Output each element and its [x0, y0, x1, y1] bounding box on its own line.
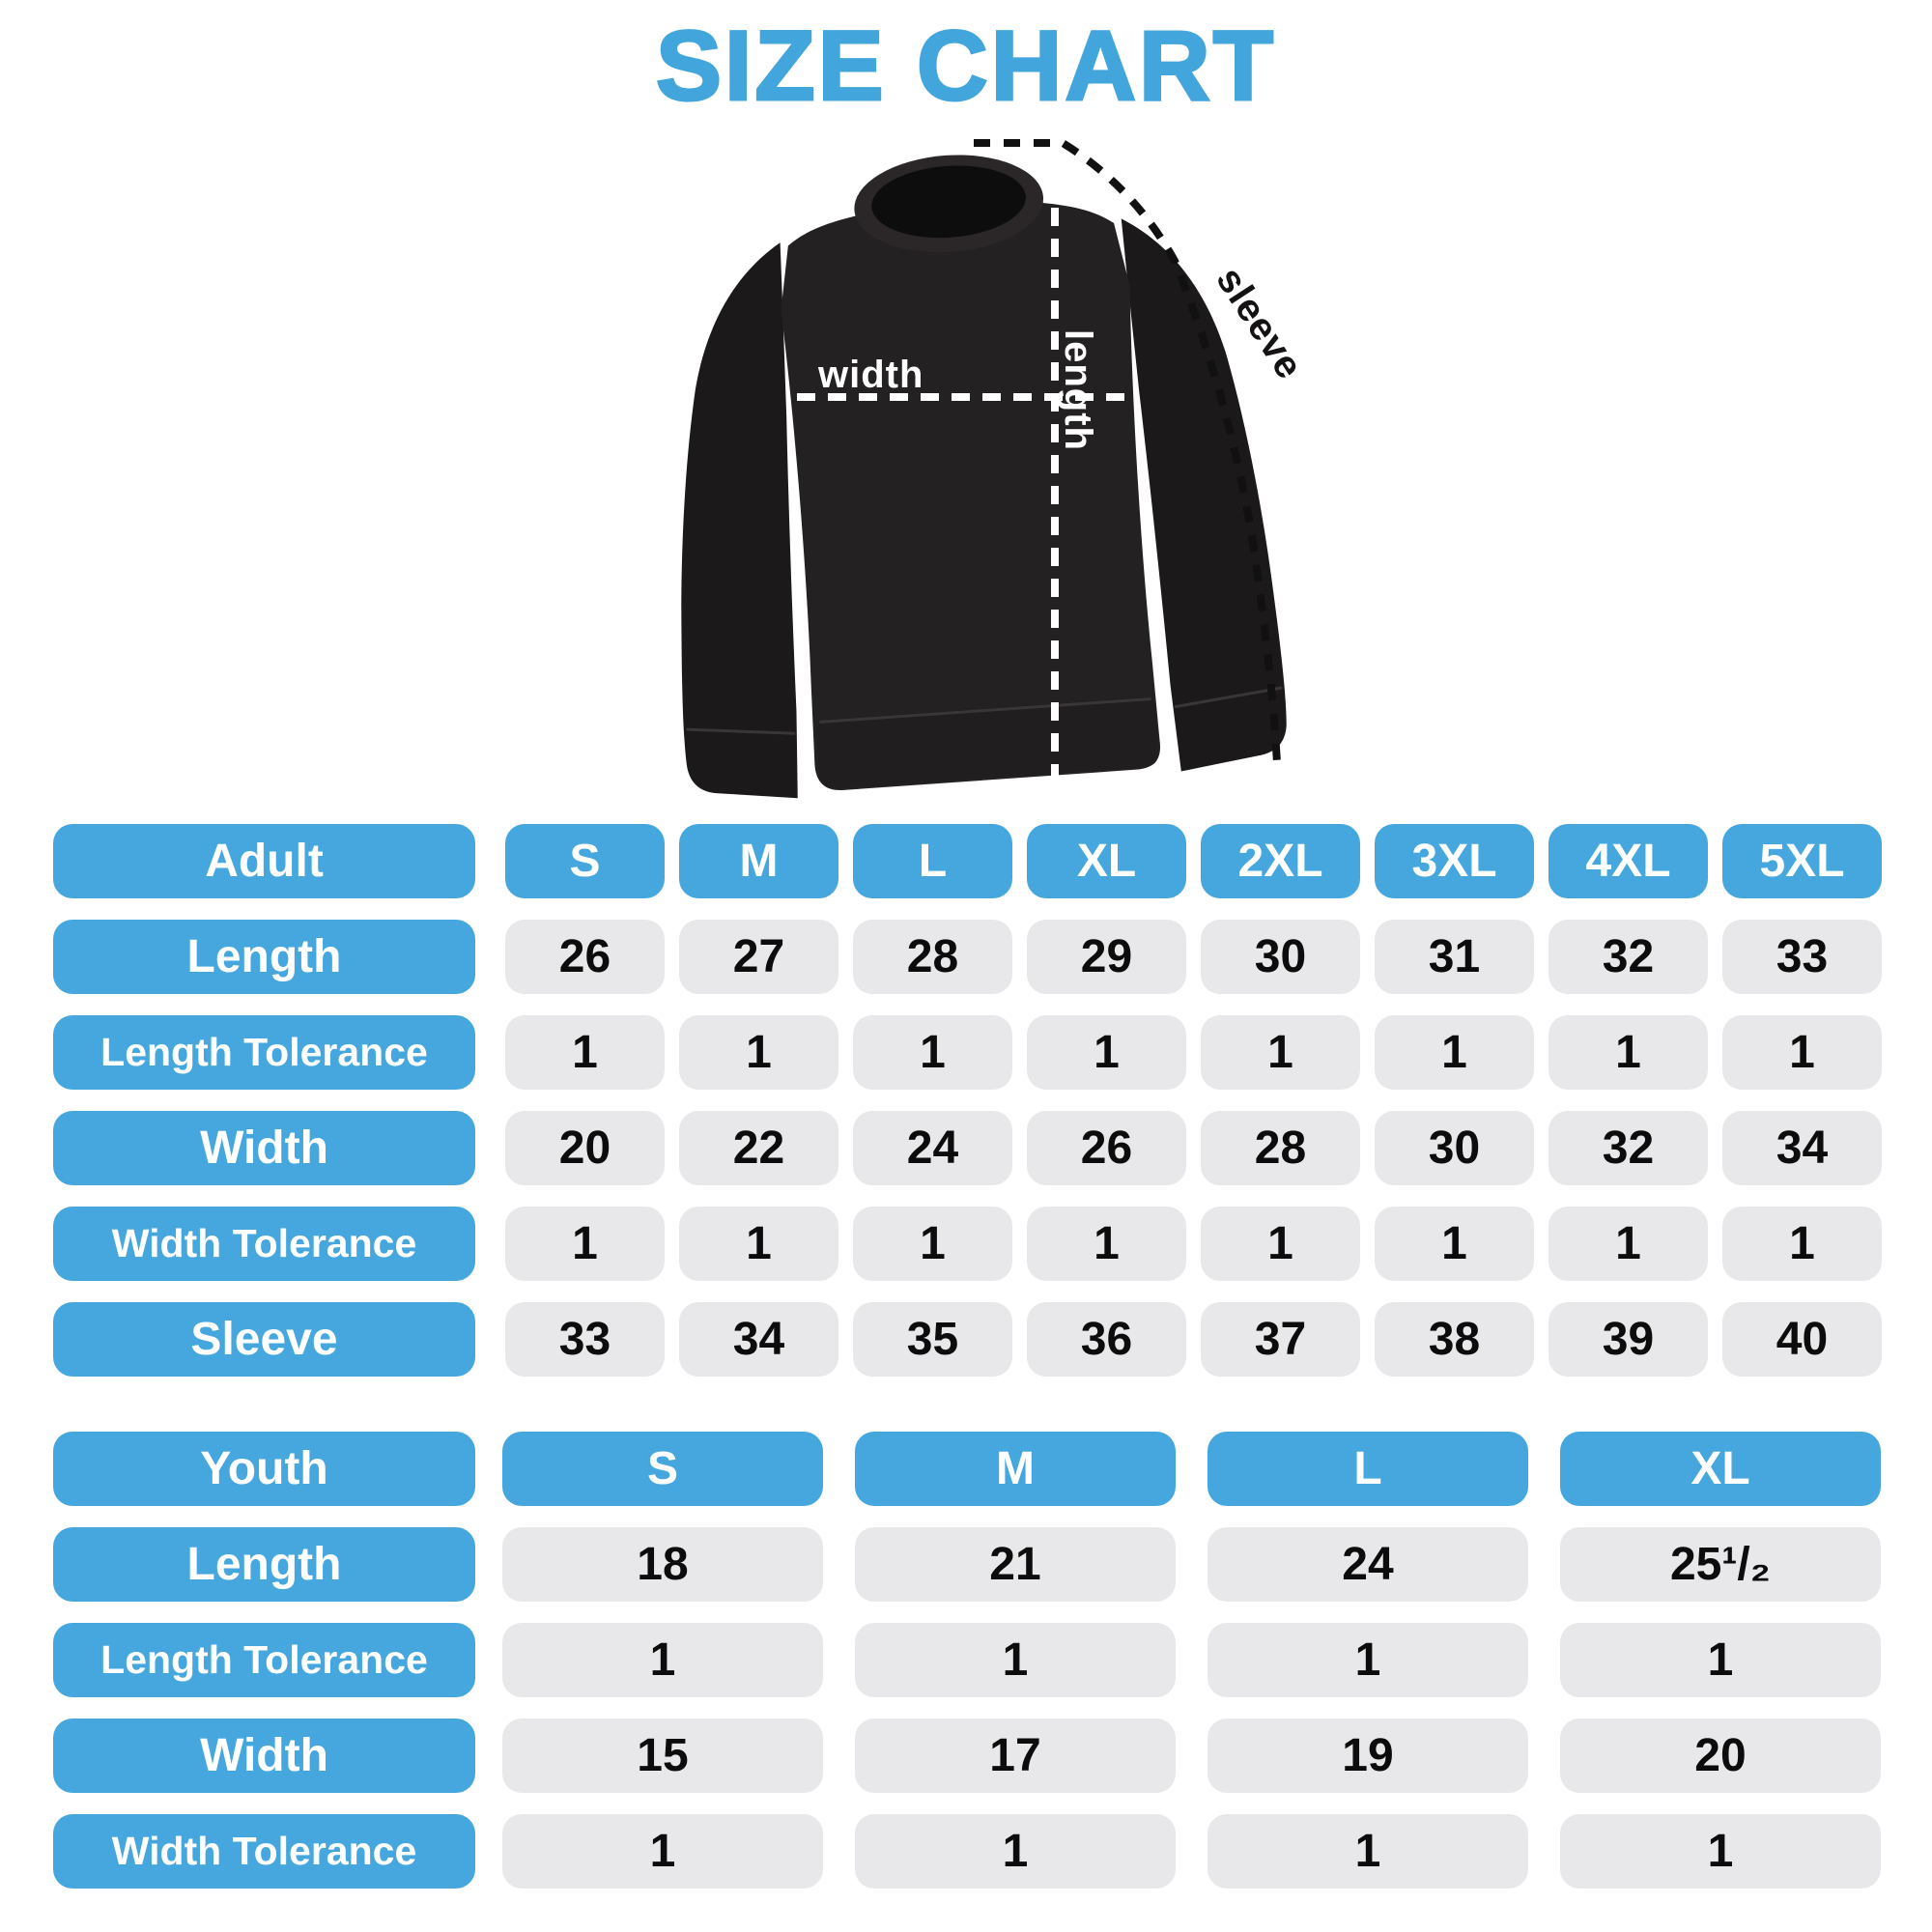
adult-length-value: 33: [1722, 920, 1882, 994]
youth-size-header: M: [855, 1432, 1176, 1506]
adult-width-tolerance-value: 1: [1201, 1207, 1360, 1281]
youth-width-tolerance-value: 1: [1208, 1814, 1528, 1889]
adult-width-value: 22: [679, 1111, 838, 1185]
adult-length-tolerance-value: 1: [505, 1015, 665, 1090]
youth-length-value: 24: [1208, 1527, 1528, 1602]
sweatshirt-left-sleeve: [681, 242, 798, 799]
youth-width-value: 20: [1560, 1719, 1881, 1793]
adult-length-tolerance-value: 1: [853, 1015, 1012, 1090]
youth-length-value: 21: [855, 1527, 1176, 1602]
hem-seam: [819, 696, 1151, 724]
adult-width-tolerance-value: 1: [1375, 1207, 1534, 1281]
sleeve-measure-line: [974, 139, 1281, 764]
sweatshirt-right-sleeve: [1121, 218, 1287, 772]
adult-sleeve-value: 33: [505, 1302, 665, 1377]
sweatshirt-diagram: width length sleeve: [681, 139, 1311, 799]
adult-row-label-length-tolerance: Length Tolerance: [53, 1015, 475, 1090]
adult-sleeve-value: 37: [1201, 1302, 1360, 1377]
adult-sleeve-value: 36: [1027, 1302, 1186, 1377]
youth-size-table: Youth S M L XL Length 18 21 24 25¹/₂ Len…: [53, 1432, 1881, 1889]
adult-width-value: 34: [1722, 1111, 1882, 1185]
youth-length-tolerance-value: 1: [502, 1623, 823, 1697]
adult-length-tolerance-value: 1: [1201, 1015, 1360, 1090]
youth-width-value: 15: [502, 1719, 823, 1793]
adult-length-value: 31: [1375, 920, 1534, 994]
adult-width-tolerance-value: 1: [1548, 1207, 1708, 1281]
adult-width-value: 26: [1027, 1111, 1186, 1185]
adult-size-table: Adult S M L XL 2XL 3XL 4XL 5XL Length 26…: [53, 824, 1882, 1377]
sweatshirt-torso: [781, 202, 1161, 790]
adult-length-value: 27: [679, 920, 838, 994]
youth-row-label-width-tolerance: Width Tolerance: [53, 1814, 475, 1889]
adult-width-tolerance-value: 1: [1722, 1207, 1882, 1281]
adult-length-tolerance-value: 1: [1027, 1015, 1186, 1090]
youth-length-value: 25¹/₂: [1560, 1527, 1881, 1602]
youth-size-header: L: [1208, 1432, 1528, 1506]
adult-sleeve-value: 35: [853, 1302, 1012, 1377]
adult-length-value: 26: [505, 920, 665, 994]
sweatshirt-hem-band: [816, 697, 1159, 789]
youth-length-value: 18: [502, 1527, 823, 1602]
youth-width-tolerance-value: 1: [502, 1814, 823, 1889]
youth-length-tolerance-value: 1: [1208, 1623, 1528, 1697]
youth-width-value: 17: [855, 1719, 1176, 1793]
adult-row-label-sleeve: Sleeve: [53, 1302, 475, 1377]
adult-width-tolerance-value: 1: [679, 1207, 838, 1281]
adult-size-header: XL: [1027, 824, 1186, 898]
adult-width-tolerance-value: 1: [1027, 1207, 1186, 1281]
adult-size-header: S: [505, 824, 665, 898]
youth-width-tolerance-value: 1: [855, 1814, 1176, 1889]
adult-sleeve-value: 40: [1722, 1302, 1882, 1377]
sweatshirt-illustration: [681, 155, 1287, 799]
youth-size-header: S: [502, 1432, 823, 1506]
left-cuff-seam: [686, 727, 796, 735]
youth-width-tolerance-value: 1: [1560, 1814, 1881, 1889]
length-label: length: [1057, 329, 1099, 451]
adult-row-label-length: Length: [53, 920, 475, 994]
right-cuff-seam: [1174, 686, 1283, 709]
adult-length-tolerance-value: 1: [679, 1015, 838, 1090]
adult-width-value: 20: [505, 1111, 665, 1185]
adult-size-header: L: [853, 824, 1012, 898]
adult-length-value: 30: [1201, 920, 1360, 994]
youth-table-title: Youth: [53, 1432, 475, 1506]
adult-width-value: 32: [1548, 1111, 1708, 1185]
adult-width-value: 28: [1201, 1111, 1360, 1185]
adult-row-label-width-tolerance: Width Tolerance: [53, 1207, 475, 1281]
adult-sleeve-value: 34: [679, 1302, 838, 1377]
adult-size-header: 4XL: [1548, 824, 1708, 898]
adult-row-label-width: Width: [53, 1111, 475, 1185]
collar-opening: [871, 165, 1026, 239]
adult-size-header: 5XL: [1722, 824, 1882, 898]
youth-row-label-length: Length: [53, 1527, 475, 1602]
adult-length-value: 32: [1548, 920, 1708, 994]
adult-width-tolerance-value: 1: [505, 1207, 665, 1281]
page-title: SIZE CHART: [655, 10, 1276, 123]
adult-width-tolerance-value: 1: [853, 1207, 1012, 1281]
adult-size-header: 3XL: [1375, 824, 1534, 898]
adult-length-value: 29: [1027, 920, 1186, 994]
youth-width-value: 19: [1208, 1719, 1528, 1793]
adult-length-tolerance-value: 1: [1722, 1015, 1882, 1090]
youth-row-label-width: Width: [53, 1719, 475, 1793]
youth-length-tolerance-value: 1: [1560, 1623, 1881, 1697]
youth-size-header: XL: [1560, 1432, 1881, 1506]
adult-length-tolerance-value: 1: [1548, 1015, 1708, 1090]
adult-size-header: 2XL: [1201, 824, 1360, 898]
adult-length-value: 28: [853, 920, 1012, 994]
adult-sleeve-value: 38: [1375, 1302, 1534, 1377]
youth-length-tolerance-value: 1: [855, 1623, 1176, 1697]
adult-width-value: 24: [853, 1111, 1012, 1185]
width-label: width: [817, 354, 923, 396]
adult-length-tolerance-value: 1: [1375, 1015, 1534, 1090]
adult-width-value: 30: [1375, 1111, 1534, 1185]
adult-sleeve-value: 39: [1548, 1302, 1708, 1377]
adult-table-title: Adult: [53, 824, 475, 898]
adult-size-header: M: [679, 824, 838, 898]
youth-row-label-length-tolerance: Length Tolerance: [53, 1623, 475, 1697]
